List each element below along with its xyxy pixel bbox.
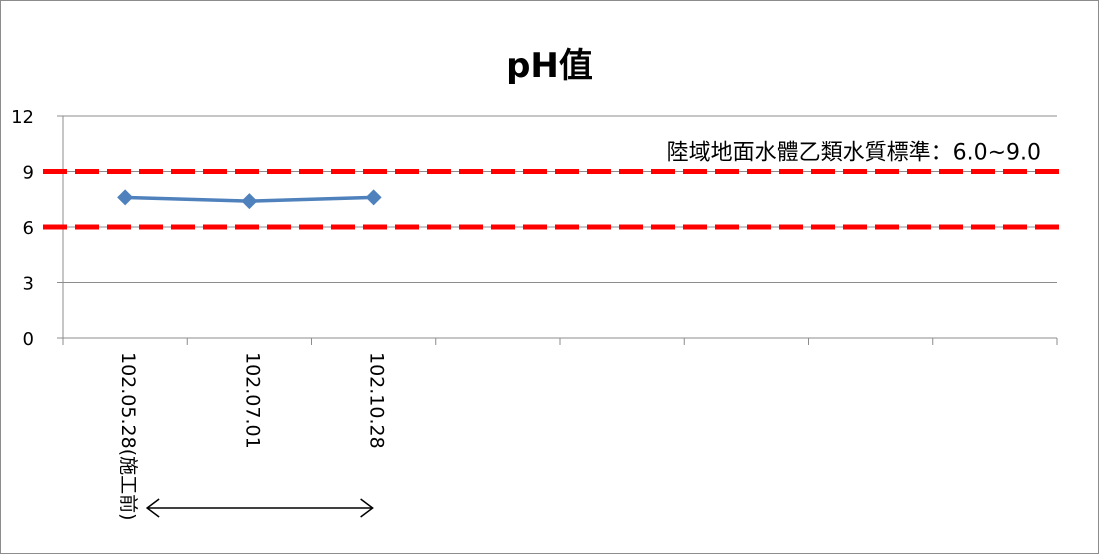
y-tick-label: 12 bbox=[11, 107, 34, 128]
y-tick-label: 0 bbox=[23, 329, 34, 350]
x-tick-label: 102.05.28(施工前) bbox=[117, 352, 139, 521]
data-point bbox=[117, 189, 134, 206]
data-point bbox=[365, 189, 382, 206]
standard-annotation: 陸域地面水體乙類水質標準：6.0~9.0 bbox=[667, 141, 1041, 166]
data-point bbox=[241, 193, 258, 210]
period-arrow-head-left bbox=[145, 498, 160, 518]
chart-title: pH值 bbox=[506, 46, 593, 86]
period-arrow-head-right bbox=[360, 498, 374, 518]
y-tick-label: 9 bbox=[23, 163, 34, 184]
y-tick-label: 3 bbox=[23, 274, 34, 295]
x-tick-label: 102.07.01 bbox=[241, 352, 263, 449]
x-tick-label: 102.10.28 bbox=[366, 352, 388, 449]
y-tick-label: 6 bbox=[23, 218, 34, 239]
